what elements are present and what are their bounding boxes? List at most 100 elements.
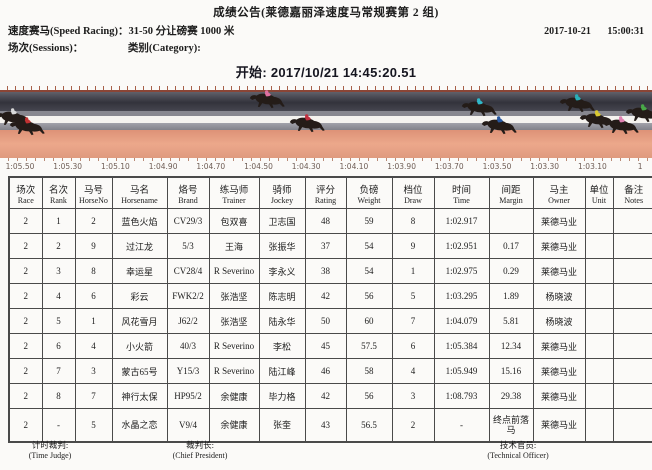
- cell: 1:04.079: [433, 308, 490, 334]
- cell: 12.34: [488, 333, 534, 359]
- cell: 2: [41, 233, 76, 259]
- cell: 29.38: [488, 383, 534, 409]
- cell: 风花雪月: [111, 308, 168, 334]
- cell: 李永义: [258, 258, 306, 284]
- cell: 5: [41, 308, 76, 334]
- cell: J62/2: [166, 308, 210, 334]
- table-row: 2 8 7 神行太保 HP95/2 余健康 毕力格 42 56 3 1:08.793 29.38 莱德马…: [8, 383, 652, 409]
- cell: 58: [345, 358, 393, 384]
- ruler-tick-label: 1:04.90: [148, 162, 178, 171]
- photo-white-rail: [0, 116, 652, 123]
- cell: 5.81: [488, 308, 534, 334]
- ruler-tick-label: 1:03.90: [387, 162, 416, 171]
- cell: 包双喜: [208, 208, 260, 234]
- col-header-horsename: 马名 Horsename: [111, 176, 168, 209]
- cell: 幸运星: [111, 258, 168, 284]
- cell: [612, 308, 652, 334]
- cell: 1:05.949: [433, 358, 490, 384]
- cell: 1.89: [488, 283, 534, 309]
- cell: 张振华: [258, 233, 306, 259]
- ruler-tick-label: 1:05.50: [5, 162, 35, 171]
- chief-president-label: 裁判长:: [186, 440, 214, 450]
- horse-silhouette: [249, 90, 285, 109]
- cell: [584, 233, 614, 259]
- cell: 6: [74, 283, 113, 309]
- cell: 彩云: [111, 283, 168, 309]
- table-row: 2 3 8 幸运星 CV28/4 R Severino 李永义 38 54 1 1:02.975 0.…: [8, 258, 652, 284]
- cell: 2: [8, 258, 43, 284]
- cell: 40/3: [166, 333, 210, 359]
- col-header-horseno: 马号 HorseNo: [74, 176, 113, 209]
- cell: 54: [345, 258, 393, 284]
- cell: 1:02.975: [433, 258, 490, 284]
- horse-silhouette: [559, 94, 595, 113]
- chief-president-label-en: (Chief President): [172, 451, 228, 461]
- cell: 莱德马业: [532, 233, 586, 259]
- time-judge-label: 计时裁判:: [31, 440, 69, 450]
- cell: 2: [8, 408, 43, 443]
- col-header-brand: 烙号 Brand: [166, 176, 210, 209]
- cell: 毕力格: [258, 383, 306, 409]
- race-type-line: 速度赛马(Speed Racing)：31-50 分让磅赛 1000 米: [8, 26, 235, 37]
- technical-officer-label-en: (Technical Officer): [487, 451, 549, 461]
- cell: -: [433, 408, 490, 443]
- cell: 莱德马业: [532, 408, 586, 443]
- cell: 59: [345, 208, 393, 234]
- ruler-tick-label: 1:04.30: [291, 162, 321, 171]
- table-row: 2 5 1 风花雪月 J62/2 张浩坚 陆永华 50 60 7 1:04.079 5.81 杨晓波: [8, 308, 652, 334]
- signature-footer: 计时裁判: (Time Judge) 裁判长: (Chief President…: [0, 440, 652, 468]
- cell: V9/4: [166, 408, 210, 443]
- cell: 2: [8, 233, 43, 259]
- time-ruler: 1:05.50 1:05.30 1:05.10 1:04.90 1:04.70 1:04.…: [0, 158, 652, 172]
- cell: 57.5: [345, 333, 393, 359]
- cell: 56: [345, 283, 393, 309]
- horse-silhouette: [9, 117, 45, 136]
- horse-silhouette: [603, 116, 639, 135]
- cell: [488, 208, 534, 234]
- col-header-owner: 马主 Owner: [532, 176, 586, 209]
- photo-track: [0, 130, 652, 158]
- cell: HP95/2: [166, 383, 210, 409]
- cell: 37: [304, 233, 347, 259]
- cell: [584, 283, 614, 309]
- photo-gray-band-2: [0, 123, 652, 130]
- report-date: 2017-10-21: [544, 26, 591, 37]
- ruler-tick-label: 1: [637, 162, 643, 171]
- cell: 陆永华: [258, 308, 306, 334]
- cell: 4: [74, 333, 113, 359]
- col-header-unit: 单位 Unit: [584, 176, 614, 209]
- cell: 9: [74, 233, 113, 259]
- cell: 陈志明: [258, 283, 306, 309]
- cell: 6: [391, 333, 435, 359]
- cell: 张浩坚: [208, 308, 260, 334]
- cell: 42: [304, 283, 347, 309]
- cell: 42: [304, 383, 347, 409]
- cell: 终点前落马: [488, 408, 534, 443]
- cell: 4: [391, 358, 435, 384]
- cell: 2: [8, 383, 43, 409]
- cell: 3: [391, 383, 435, 409]
- cell: [584, 408, 614, 443]
- cell: 7: [391, 308, 435, 334]
- table-row: 2 4 6 彩云 FWK2/2 张浩坚 陈志明 42 56 5 1:03.295 1.89 杨晓波: [8, 283, 652, 309]
- cell: 5/3: [166, 233, 210, 259]
- photo-gray-band: [0, 111, 652, 116]
- cell: -: [41, 408, 76, 443]
- table-row: 2 6 4 小火箭 40/3 R Severino 李松 45 57.5 6 1:05.384 12.…: [8, 333, 652, 359]
- horse-silhouette: [481, 116, 517, 135]
- cell: 38: [304, 258, 347, 284]
- cell: 8: [391, 208, 435, 234]
- results-table: 场次 Race 名次 Rank 马号 HorseNo 马名 Horsename 烙号 Brand 练…: [8, 176, 652, 443]
- col-header-race: 场次 Race: [8, 176, 43, 209]
- table-row: 2 7 3 蒙古65号 Y15/3 R Severino 陆江峰 46 58 4 1:05.949 1…: [8, 358, 652, 384]
- col-header-time: 时间 Time: [433, 176, 490, 209]
- col-header-jockey: 骑师 Jockey: [258, 176, 306, 209]
- cell: 1: [41, 208, 76, 234]
- cell: 9: [391, 233, 435, 259]
- cell: 8: [74, 258, 113, 284]
- cell: 余健康: [208, 383, 260, 409]
- cell: 8: [41, 383, 76, 409]
- cell: 卫志国: [258, 208, 306, 234]
- cell: 张浩坚: [208, 283, 260, 309]
